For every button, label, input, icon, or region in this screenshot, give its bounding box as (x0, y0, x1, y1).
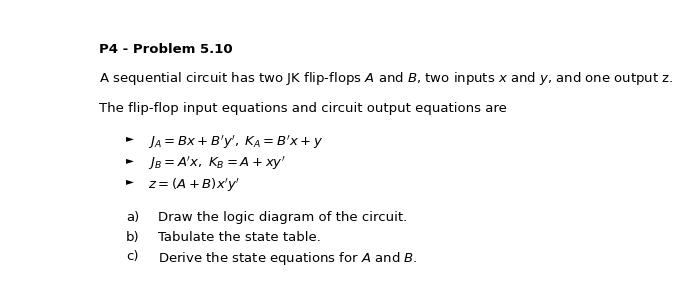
Text: A sequential circuit has two JK flip-flops $A$ and $B$, two inputs $x$ and $y$, : A sequential circuit has two JK flip-flo… (99, 70, 674, 87)
Text: b): b) (126, 231, 140, 244)
Text: P4 - Problem 5.10: P4 - Problem 5.10 (99, 43, 233, 56)
Text: Tabulate the state table.: Tabulate the state table. (158, 231, 321, 244)
Text: ►: ► (126, 155, 134, 165)
Text: Derive the state equations for $A$ and $B$.: Derive the state equations for $A$ and $… (158, 250, 418, 267)
Text: a): a) (126, 211, 139, 224)
Text: Draw the logic diagram of the circuit.: Draw the logic diagram of the circuit. (158, 211, 407, 224)
Text: ►: ► (126, 176, 134, 186)
Text: The flip-flop input equations and circuit output equations are: The flip-flop input equations and circui… (99, 102, 507, 115)
Text: $z = (A + B)x'y'$: $z = (A + B)x'y'$ (147, 176, 240, 194)
Text: $J_B = A'x,\; K_B = A + xy'$: $J_B = A'x,\; K_B = A + xy'$ (147, 155, 285, 172)
Text: $J_A = Bx + B'y',\; K_A = B'x + y$: $J_A = Bx + B'y',\; K_A = B'x + y$ (147, 134, 323, 151)
Text: ►: ► (126, 134, 134, 143)
Text: c): c) (126, 250, 138, 263)
